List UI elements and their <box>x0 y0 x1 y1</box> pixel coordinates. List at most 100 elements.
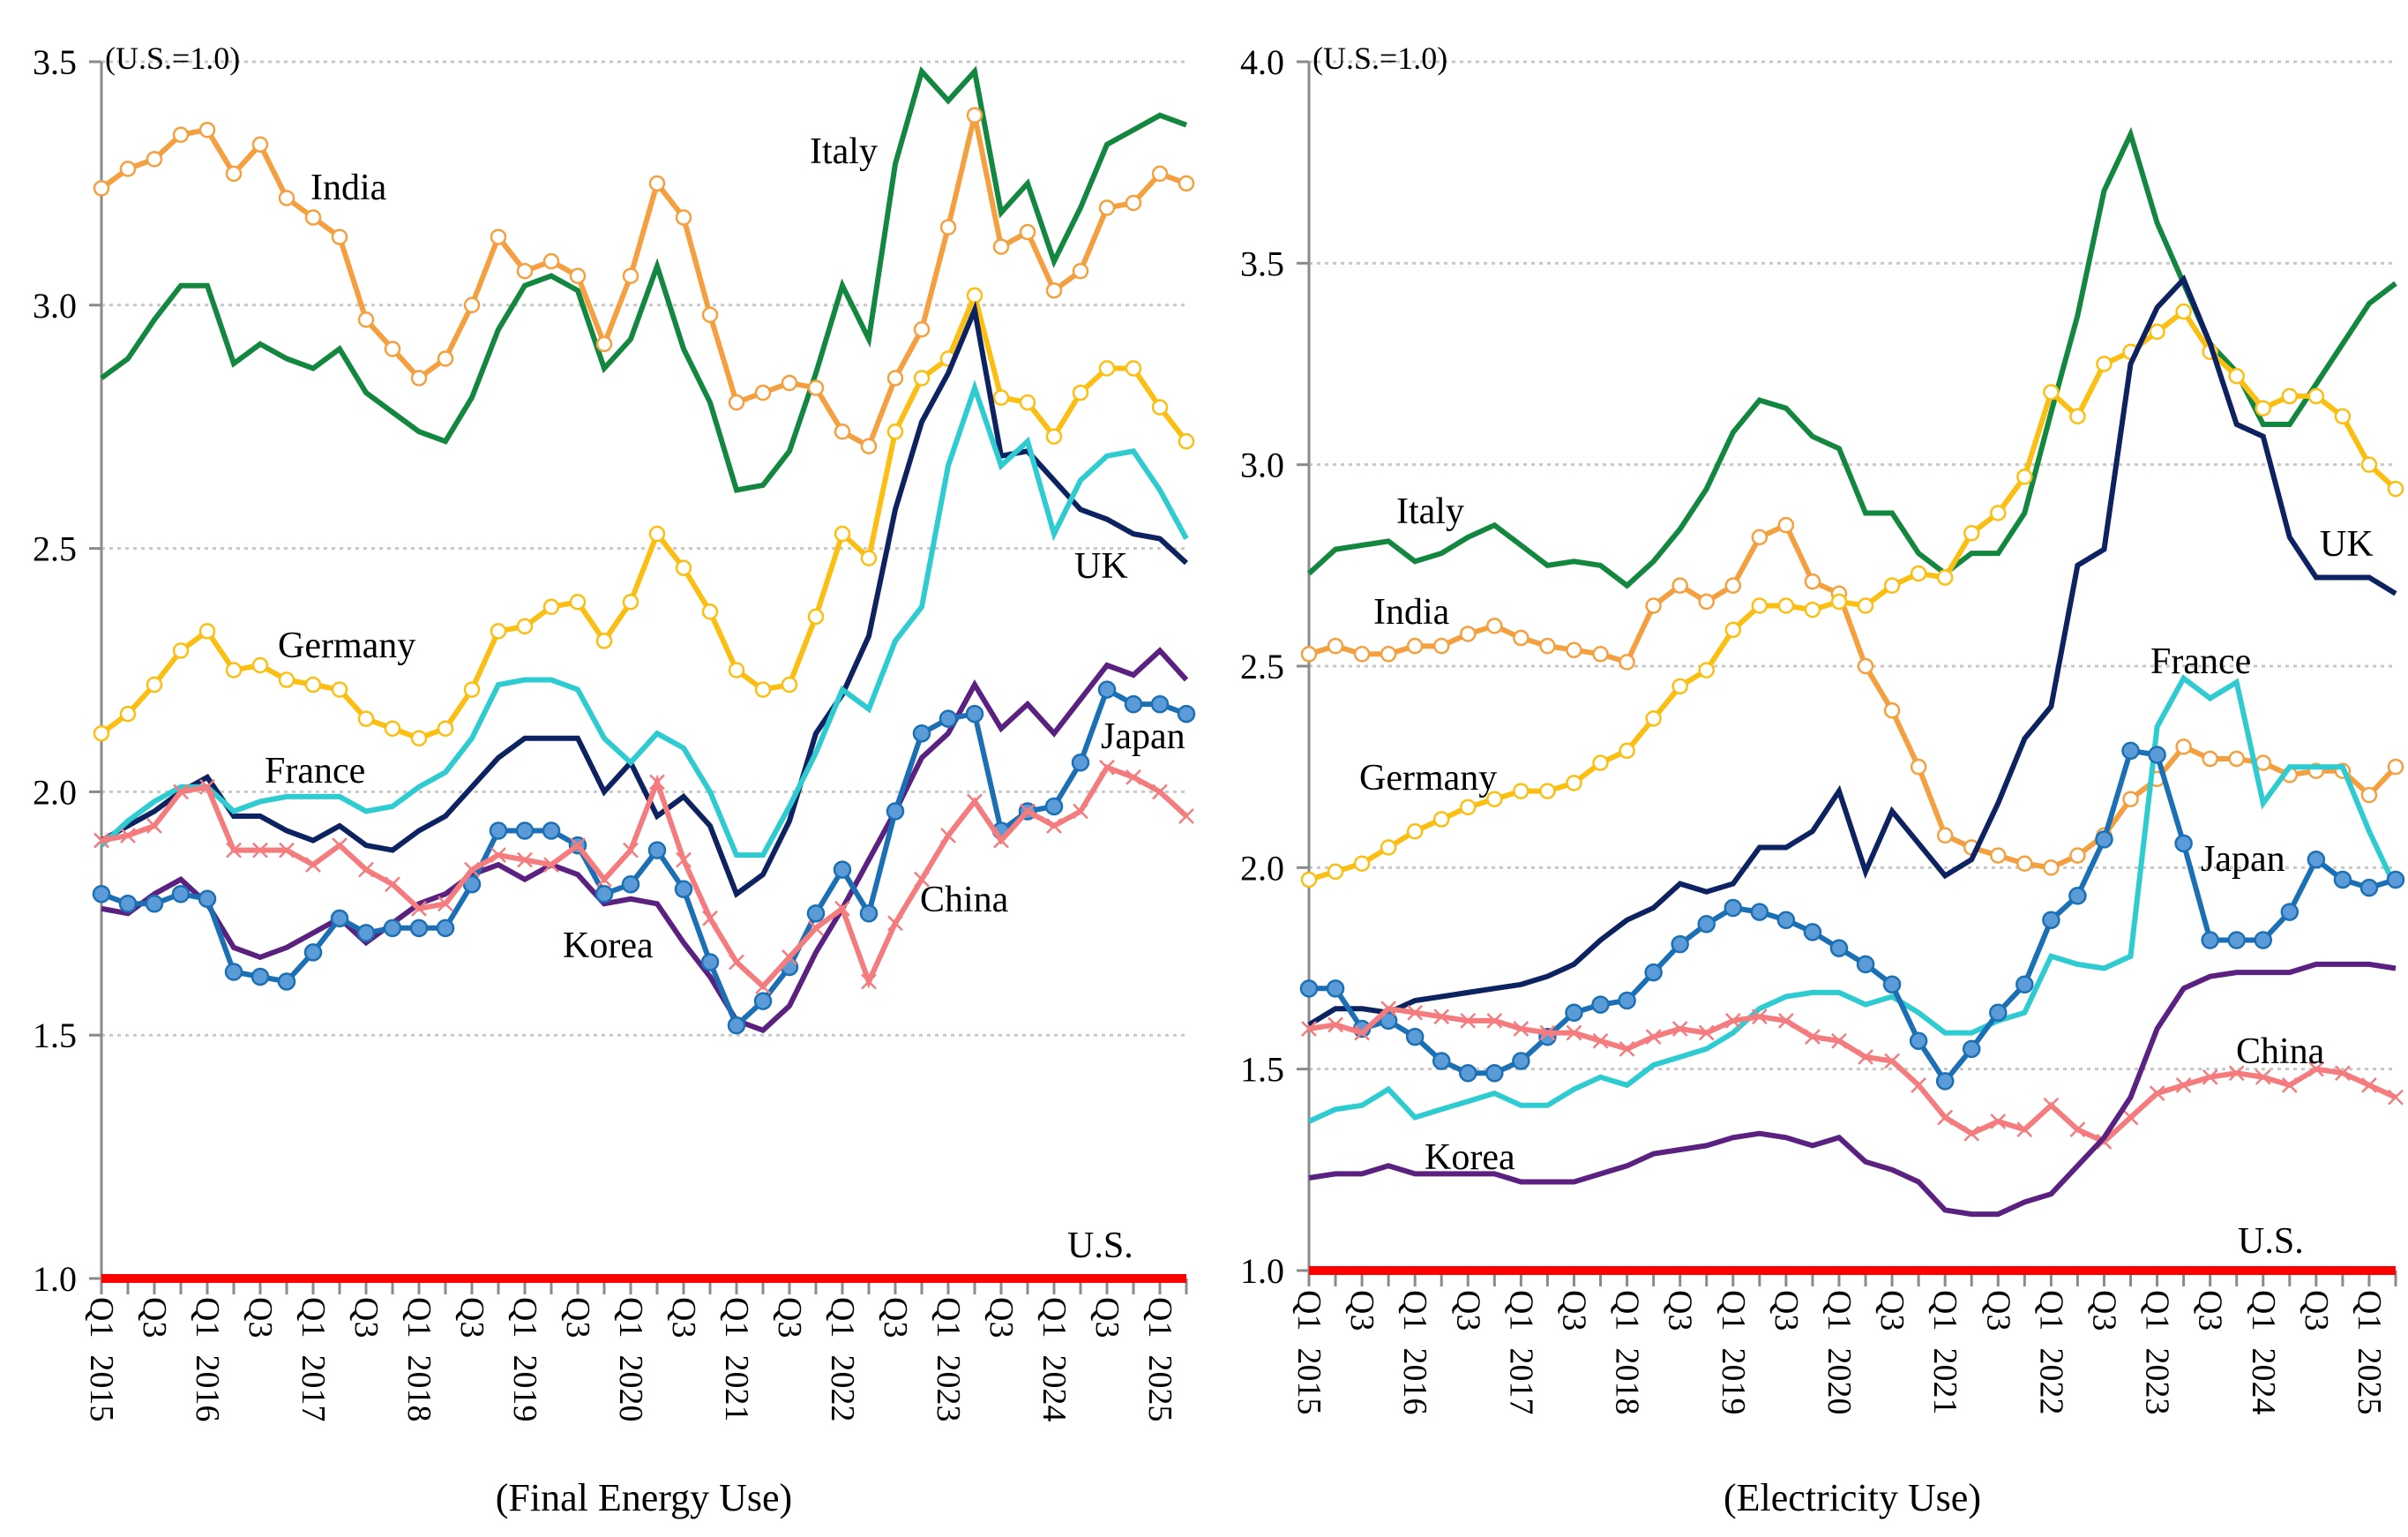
data-point <box>1326 979 1345 998</box>
x-tick-label: Q1 2017 <box>295 1297 332 1421</box>
data-point <box>1327 863 1344 881</box>
series-india <box>1300 516 2404 876</box>
data-point <box>754 384 772 401</box>
data-point <box>1619 1040 1635 1057</box>
data-point <box>914 871 930 888</box>
data-point <box>1432 637 1450 655</box>
data-point <box>1592 754 1609 771</box>
x-tick-label: Q1 2019 <box>506 1297 543 1421</box>
data-point <box>1936 827 1954 844</box>
data-point <box>1177 704 1196 724</box>
data-point <box>331 229 348 245</box>
data-point <box>1645 1029 1662 1046</box>
data-point <box>146 818 162 834</box>
data-point <box>1044 797 1064 816</box>
data-point <box>2386 870 2405 889</box>
data-point <box>1911 1077 1927 1093</box>
data-point <box>2335 1065 2351 1082</box>
data-point <box>2043 859 2060 876</box>
data-point <box>2016 1121 2033 1138</box>
series-label: U.S. <box>1067 1226 1133 1266</box>
series-label: UK <box>1074 546 1128 587</box>
data-point <box>1300 871 1318 888</box>
data-point <box>1433 1008 1450 1025</box>
data-point <box>595 633 613 649</box>
x-tick-label: Q1 2016 <box>1396 1290 1433 1414</box>
data-point <box>887 915 903 932</box>
data-point <box>2281 1077 2298 1093</box>
data-point <box>1777 516 1795 534</box>
data-point <box>1072 384 1089 401</box>
data-point <box>649 774 665 791</box>
data-point <box>304 209 322 226</box>
series-italy <box>100 65 1188 493</box>
data-point <box>1857 597 1874 614</box>
data-point <box>198 121 216 139</box>
series-china <box>1301 1001 2404 1150</box>
data-point <box>1019 223 1036 241</box>
data-point <box>2175 303 2192 320</box>
series-line <box>100 65 1188 493</box>
data-point <box>755 978 771 994</box>
data-point <box>2122 791 2139 807</box>
data-point <box>939 219 957 236</box>
data-point <box>305 857 321 873</box>
data-point <box>2334 408 2352 425</box>
data-point <box>409 918 429 938</box>
series-label: UK <box>2320 524 2374 565</box>
data-point <box>1963 1125 1980 1142</box>
x-tick-label: Q1 2023 <box>2139 1290 2176 1414</box>
series-label: India <box>1373 592 1450 633</box>
data-point <box>1990 847 2007 864</box>
series-japan <box>92 680 1196 1035</box>
series-line <box>1308 1006 2397 1145</box>
data-point <box>2387 758 2404 776</box>
series-label: Japan <box>1101 716 1185 757</box>
x-tick-label: Q1 2024 <box>2245 1290 2282 1414</box>
data-point <box>1432 1052 1451 1070</box>
data-point <box>1460 1012 1477 1029</box>
data-point <box>1804 601 1821 619</box>
x-tick-label: Q3 <box>665 1297 702 1338</box>
data-point <box>277 972 296 991</box>
data-point <box>1178 808 1194 824</box>
data-point <box>1098 360 1116 377</box>
data-point <box>913 321 931 338</box>
data-point <box>1618 991 1636 1010</box>
x-tick-label: Q1 2021 <box>718 1297 755 1421</box>
data-point <box>676 851 692 868</box>
x-tick-label: Q1 2022 <box>824 1297 861 1421</box>
series-line <box>1308 521 2398 871</box>
data-point <box>2202 1068 2218 1085</box>
data-point <box>358 861 374 878</box>
data-point <box>517 851 533 868</box>
data-point <box>1751 597 1769 614</box>
data-point <box>939 709 958 728</box>
x-tick-label: Q3 <box>1555 1290 1592 1331</box>
data-point <box>1644 963 1663 982</box>
data-point <box>1512 1052 1530 1070</box>
data-point <box>728 662 745 679</box>
x-tick-label: Q3 <box>136 1297 173 1338</box>
data-point <box>225 662 243 679</box>
data-point <box>992 389 1010 406</box>
data-point <box>542 252 560 270</box>
data-point <box>1698 593 1715 611</box>
data-point <box>1804 573 1821 590</box>
series-label: Korea <box>1425 1137 1515 1178</box>
y-tick-label: 1.0 <box>1240 1251 1284 1291</box>
data-point <box>2096 356 2113 372</box>
data-point <box>2255 1068 2271 1085</box>
data-point <box>754 681 772 698</box>
series-line <box>1308 961 2397 1218</box>
data-point <box>702 910 718 926</box>
data-point <box>1045 428 1063 445</box>
x-tick-label: Q3 <box>1979 1290 2016 1331</box>
data-point <box>1698 1024 1715 1041</box>
x-tick-label: Q3 <box>877 1297 914 1338</box>
data-point <box>1777 597 1795 614</box>
data-point <box>1592 1032 1609 1049</box>
y-tick-label: 2.5 <box>1240 647 1284 686</box>
data-point <box>463 681 481 698</box>
